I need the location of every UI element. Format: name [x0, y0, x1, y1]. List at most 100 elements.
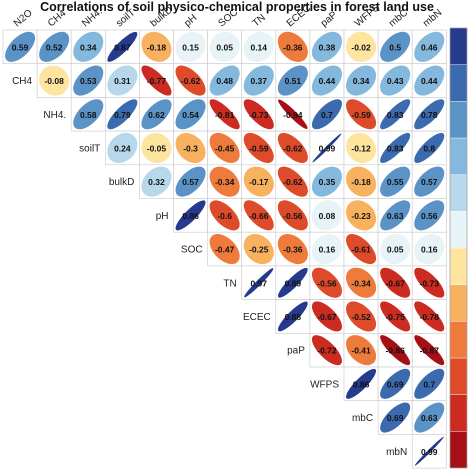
correlation-ellipse [414, 436, 444, 466]
column-label: ECEC [285, 3, 313, 29]
correlation-value: -0.08 [44, 76, 64, 86]
correlation-ellipse [209, 200, 240, 231]
row-label: bulkD [109, 177, 135, 188]
correlation-ellipse [243, 31, 274, 62]
correlation-ellipse [244, 268, 274, 298]
correlation-ellipse [345, 99, 377, 130]
correlation-value: -0.36 [283, 42, 303, 52]
correlation-ellipse [414, 368, 445, 399]
legend-swatch [449, 101, 468, 139]
correlation-value: 0.69 [387, 413, 404, 423]
correlation-ellipse [345, 31, 377, 62]
correlation-value: -0.62 [283, 177, 303, 187]
correlation-ellipse [243, 65, 274, 96]
correlation-ellipse [73, 31, 104, 62]
column-label: bulkD [148, 4, 175, 29]
correlation-ellipse [380, 99, 411, 130]
correlation-value: 0.99 [319, 143, 336, 153]
correlation-value: 0.37 [250, 76, 267, 86]
correlation-ellipse [277, 132, 308, 163]
correlation-ellipse [73, 65, 104, 96]
correlation-value: -0.25 [249, 245, 269, 255]
correlation-value: 0.63 [387, 211, 404, 221]
correlation-value: -0.56 [317, 278, 337, 288]
correlation-ellipse [107, 65, 138, 96]
correlation-value: -0.05 [147, 143, 167, 153]
correlation-ellipse [277, 166, 308, 197]
row-label: paP [287, 346, 305, 357]
correlation-value: -0.62 [283, 143, 303, 153]
correlation-ellipse [414, 132, 445, 163]
column-label: WFPS [353, 2, 382, 29]
correlation-ellipse [209, 31, 240, 62]
correlation-ellipse [414, 99, 445, 130]
row-label: soilT [79, 143, 100, 154]
correlation-value: 0.34 [80, 42, 97, 52]
correlation-value: 0.7 [321, 110, 333, 120]
correlation-value: -0.23 [351, 211, 371, 221]
correlation-ellipse [414, 234, 445, 265]
correlation-value: -0.59 [351, 110, 371, 120]
correlation-value: -0.61 [351, 245, 371, 255]
row-label: mbN [386, 447, 407, 458]
correlation-value: 0.46 [421, 42, 438, 52]
column-label: NH4. [80, 6, 105, 29]
correlation-value: -0.17 [249, 177, 269, 187]
row-label: NH4. [43, 110, 66, 121]
correlation-value: 0.87 [114, 42, 131, 52]
correlation-value: 0.86 [182, 211, 199, 221]
correlation-value: -0.86 [385, 346, 405, 356]
correlation-value: 0.08 [319, 211, 336, 221]
correlation-value: 0.83 [387, 110, 404, 120]
correlation-ellipse [277, 65, 308, 96]
correlation-ellipse [380, 234, 411, 265]
correlation-ellipse [243, 234, 274, 265]
correlation-ellipse [277, 267, 308, 298]
row-label: ECEC [243, 312, 271, 323]
row-label: WFPS [310, 379, 339, 390]
correlation-value: 0.56 [421, 211, 438, 221]
correlation-ellipse [380, 31, 411, 62]
column-label: N2O [12, 8, 35, 30]
correlation-ellipse [311, 301, 343, 332]
correlation-value: -0.18 [351, 177, 371, 187]
correlation-value: -0.94 [283, 110, 303, 120]
correlation-ellipse [277, 301, 308, 332]
correlation-value: 0.43 [387, 76, 404, 86]
correlation-ellipse [311, 267, 342, 298]
correlation-ellipse [141, 132, 172, 163]
correlation-value: 0.35 [319, 177, 336, 187]
correlation-ellipse [414, 335, 445, 366]
correlation-ellipse [380, 335, 411, 366]
correlation-ellipse [311, 99, 343, 130]
correlation-value: -0.73 [249, 110, 269, 120]
correlation-value: 0.88 [285, 312, 302, 322]
correlation-ellipse [141, 166, 172, 197]
legend-swatch [449, 431, 468, 469]
correlation-value: 0.14 [250, 42, 267, 52]
correlation-ellipse [243, 132, 274, 163]
legend-swatch [449, 247, 468, 285]
correlation-ellipse [414, 267, 445, 298]
correlation-ellipse [414, 402, 445, 433]
correlation-ellipse [380, 132, 411, 163]
correlation-value: 0.34 [353, 76, 370, 86]
correlation-value: 0.16 [319, 245, 336, 255]
correlation-value: -0.72 [317, 346, 337, 356]
correlation-ellipse [345, 132, 377, 163]
correlation-value: -0.81 [215, 110, 235, 120]
correlation-value: 0.24 [114, 143, 131, 153]
correlation-ellipse [380, 368, 411, 399]
legend-swatch [449, 137, 468, 175]
correlation-value: 0.15 [182, 42, 199, 52]
correlation-ellipse [175, 166, 206, 197]
correlation-value: -0.6 [217, 211, 232, 221]
correlation-value: -0.73 [420, 278, 440, 288]
correlation-ellipse [311, 200, 343, 231]
correlation-ellipse [380, 301, 411, 332]
correlation-ellipse [39, 31, 70, 62]
correlation-ellipse [346, 368, 377, 399]
correlation-ellipse [345, 65, 377, 96]
correlation-ellipse [380, 166, 411, 197]
